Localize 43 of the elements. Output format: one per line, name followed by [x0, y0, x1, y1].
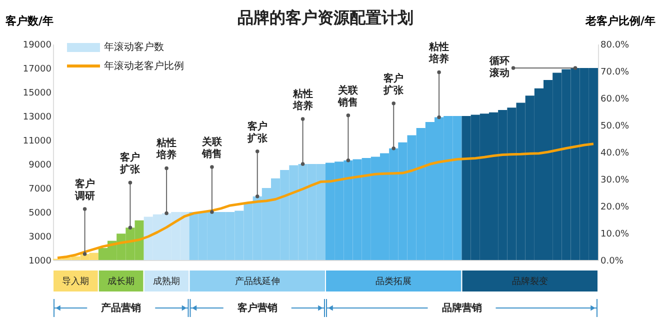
legend-label: 年滚动客户数: [104, 41, 164, 53]
y2-tick-label: 30.0%: [600, 176, 630, 186]
chart-title: 品牌的客户资源配置计划: [238, 8, 414, 27]
annotation: 客户扩张: [382, 72, 405, 96]
annotation: 循环滚动: [488, 55, 510, 79]
y2-tick-label: 0.0%: [600, 256, 624, 266]
y-tick-label: 13000: [22, 112, 52, 122]
annotation: 粘性培养: [428, 41, 450, 66]
text: 成熟期: [153, 276, 180, 287]
y-tick-label: 11000: [22, 136, 52, 146]
y2-tick-label: 20.0%: [600, 202, 630, 212]
y-tick-label: 1000: [28, 256, 52, 266]
annotation: 客户扩张: [119, 152, 142, 176]
y2-tick-label: 60.0%: [600, 94, 630, 104]
y2-tick-label: 10.0%: [600, 230, 630, 240]
y-tick-label: 19000: [22, 40, 52, 50]
y-tick-label: 17000: [22, 64, 52, 74]
y-tick-label: 15000: [22, 88, 52, 98]
text: 导入期: [62, 276, 90, 287]
text: 品牌营销: [442, 302, 482, 314]
text: 产品营销: [100, 302, 142, 314]
y-tick-label: 7000: [28, 184, 52, 194]
legend-label: 年滚动老客户比例: [104, 60, 184, 72]
text: 品类拓展: [376, 276, 412, 287]
text: 品牌裂变: [512, 276, 548, 287]
y2-axis-title: 老客户比例/年: [584, 14, 656, 28]
text: 客户营销: [236, 302, 278, 314]
y-tick-label: 3000: [28, 232, 52, 242]
y2-tick-label: 50.0%: [600, 122, 630, 132]
y-tick-label: 9000: [28, 160, 52, 170]
y-axis-title: 客户数/年: [4, 14, 54, 28]
annotation: 关联销售: [200, 136, 223, 160]
annotation: 客户调研: [74, 178, 95, 202]
y2-tick-label: 70.0%: [600, 68, 630, 78]
annotation: 客户扩张: [246, 120, 268, 144]
y2-tick-label: 80.0%: [600, 40, 630, 50]
annotation: 粘性培养: [156, 137, 177, 162]
y2-tick-label: 40.0%: [600, 148, 630, 158]
text: 产品线延伸: [234, 276, 280, 287]
annotation: 粘性培养: [292, 88, 313, 112]
annotation: 关联销售: [337, 84, 360, 108]
y-tick-label: 5000: [28, 208, 52, 218]
text: 成长期: [108, 276, 135, 287]
